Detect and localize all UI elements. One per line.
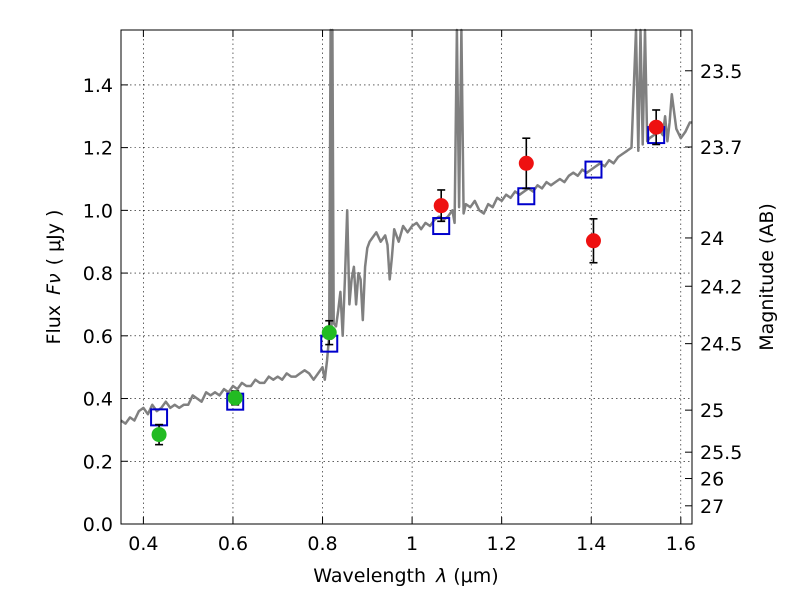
model-spectrum-line (120, 28, 692, 425)
observed-point (585, 233, 601, 249)
observed-point (433, 198, 449, 214)
y2-tick-label: 24 (700, 228, 724, 250)
y-tick-label: 0.6 (83, 326, 113, 348)
y-tick-label: 0.4 (83, 389, 113, 411)
y-axis-title-unit: ( μJy ) (43, 210, 65, 266)
y2-tick-label: 26 (700, 469, 724, 491)
y-tick-label: 0.0 (83, 514, 113, 536)
y2-tick-label: 23.7 (700, 137, 742, 159)
x-tick-label: 1.2 (487, 533, 517, 555)
data-marks (150, 109, 666, 446)
y2-tick-label: 25 (700, 400, 724, 422)
y2-tick-label: 23.5 (700, 61, 742, 83)
observed-point (518, 155, 534, 171)
model-photometry-square (150, 408, 169, 427)
y-axis-title-symbol: Fν (43, 273, 65, 295)
x-axis-title-unit: (μm) (453, 565, 498, 587)
y-axis-title-text: Flux (43, 305, 65, 345)
x-tick-label: 1.6 (666, 533, 696, 555)
x-tick-label: 0.4 (128, 533, 158, 555)
x-tick-label: 0.6 (218, 533, 248, 555)
x-axis-title-symbol: λ (435, 565, 447, 587)
y-tick-label: 0.2 (83, 451, 113, 473)
x-tick-label: 1 (406, 533, 418, 555)
observed-point (321, 325, 337, 341)
y2-tick-label: 24.2 (700, 276, 742, 298)
y-tick-label: 1.0 (83, 200, 113, 222)
x-axis-title-text: Wavelength (313, 565, 426, 587)
y2-tick-label: 24.5 (700, 334, 742, 356)
y2-tick-label: 27 (700, 496, 724, 518)
observed-point (151, 427, 167, 443)
y2-tick-label: 25.5 (700, 442, 742, 464)
observed-point (227, 390, 243, 406)
x-tick-label: 0.8 (307, 533, 337, 555)
x-axis-title: Wavelength λ (μm) (313, 565, 498, 587)
plot-frame (120, 29, 693, 525)
y-tick-label: 1.2 (83, 138, 113, 160)
observed-point (648, 119, 664, 135)
grid (121, 30, 692, 525)
model-photometry-square (584, 160, 603, 179)
y-axis-title: Flux Fν ( μJy ) (43, 210, 65, 345)
y-tick-label: 1.4 (83, 75, 113, 97)
x-tick-label: 1.4 (576, 533, 606, 555)
y-tick-label: 0.8 (83, 263, 113, 285)
axis-ticks: 0.4 0.6 0.8 1 1.2 1.4 1.6 0.0 0.2 0.4 0.6 0.8 1.0 1.2… (83, 30, 742, 555)
y2-axis-title: Magnitude (AB) (756, 203, 778, 351)
